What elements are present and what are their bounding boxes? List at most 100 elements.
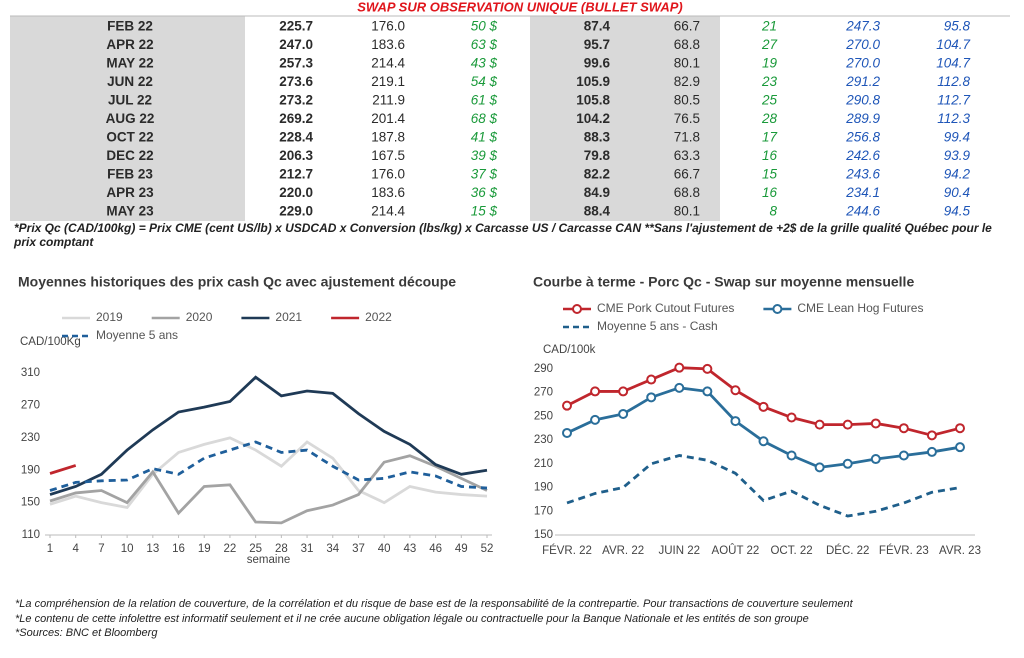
point xyxy=(814,419,825,430)
x-axis-label: semaine xyxy=(247,554,290,566)
chart-title: Courbe à terme - Porc Qc - Swap sur moye… xyxy=(533,274,914,290)
table-cell: 90.4 xyxy=(944,185,970,200)
x-tick-label: 10 xyxy=(121,543,134,555)
table-cell: 88.3 xyxy=(584,130,611,145)
table-title: SWAP SUR OBSERVATION UNIQUE (BULLET SWAP… xyxy=(357,0,683,14)
table-cell: 247.0 xyxy=(279,37,313,52)
table-cell: 104.2 xyxy=(576,111,610,126)
table-cell: 201.4 xyxy=(371,111,405,126)
x-tick-label: 25 xyxy=(249,543,262,555)
table-cell: 220.0 xyxy=(279,185,313,200)
y-tick-label: 310 xyxy=(21,367,40,379)
point xyxy=(618,408,629,419)
table-cell: 39 $ xyxy=(471,148,498,163)
table-cell: 291.2 xyxy=(845,74,880,89)
table-cell: 212.7 xyxy=(279,167,313,182)
y-tick-label: 270 xyxy=(21,400,40,412)
x-tick-label: 43 xyxy=(403,543,416,555)
table-cell: 187.8 xyxy=(371,130,405,145)
y-tick-label: 250 xyxy=(534,410,553,422)
table-cell: 105.8 xyxy=(576,93,610,108)
x-tick-label: 13 xyxy=(146,543,159,555)
series-line xyxy=(49,464,77,475)
table-cell: 8 xyxy=(769,204,777,219)
table-cell: 82.9 xyxy=(674,74,700,89)
table-cell: 247.3 xyxy=(845,19,880,34)
table-cell: 257.3 xyxy=(279,56,313,71)
point xyxy=(562,400,572,411)
series-line xyxy=(49,436,488,510)
table-cell: 76.5 xyxy=(674,111,700,126)
table-cell: 61 $ xyxy=(471,93,498,108)
y-tick-label: 190 xyxy=(21,464,40,476)
table-cell: FEB 23 xyxy=(107,167,153,182)
table-cell: 176.0 xyxy=(371,19,405,34)
table-cell: 80.1 xyxy=(674,204,700,219)
table-cell: 273.2 xyxy=(279,93,313,108)
table-cell: 228.4 xyxy=(279,130,313,145)
table-cell: 176.0 xyxy=(371,167,405,182)
series-line xyxy=(49,440,488,492)
table-cell: 211.9 xyxy=(372,93,405,108)
point xyxy=(786,450,797,461)
point xyxy=(590,414,601,425)
x-tick-label: 22 xyxy=(224,543,237,555)
y-tick-label: 230 xyxy=(21,432,40,444)
table-cell: DEC 22 xyxy=(106,148,153,163)
y-axis-label: CAD/100k xyxy=(543,344,596,356)
table-cell: 15 xyxy=(762,167,778,182)
y-tick-label: 210 xyxy=(534,458,553,470)
x-tick-label: 46 xyxy=(429,543,442,555)
table-cell: 94.5 xyxy=(944,204,971,219)
table-cell: MAY 22 xyxy=(106,56,153,71)
table-cell: 93.9 xyxy=(944,148,971,163)
note: *Sources: BNC et Bloomberg xyxy=(15,627,158,639)
series-line xyxy=(49,375,488,496)
table-cell: 99.6 xyxy=(584,56,611,71)
table-cell: 87.4 xyxy=(584,19,611,34)
x-tick-label: 19 xyxy=(198,543,211,555)
x-tick-label: 4 xyxy=(73,543,80,555)
table-cell: 225.7 xyxy=(279,19,313,34)
table-cell: 242.6 xyxy=(845,148,880,163)
y-axis-label: CAD/100Kg xyxy=(20,336,81,348)
legend-label: 2021 xyxy=(275,310,302,324)
table-cell: 79.8 xyxy=(584,148,611,163)
table-cell: 41 $ xyxy=(471,130,498,145)
table-cell: 270.0 xyxy=(845,37,880,52)
table-cell: 19 xyxy=(762,56,778,71)
note: *Le contenu de cette infolettre est info… xyxy=(15,613,809,625)
table-cell: APR 23 xyxy=(106,185,154,200)
legend-label: CME Pork Cutout Futures xyxy=(597,301,734,315)
x-tick-label: AVR. 23 xyxy=(939,545,981,557)
table-cell: 21 xyxy=(761,19,777,34)
table-cell: 112.7 xyxy=(937,93,970,108)
table-cell: 183.6 xyxy=(371,185,405,200)
table-cell: 104.7 xyxy=(936,56,970,71)
table-cell: 219.1 xyxy=(371,74,405,89)
point xyxy=(898,450,909,461)
point xyxy=(562,427,572,438)
table-cell: 104.7 xyxy=(936,37,970,52)
point xyxy=(955,442,965,453)
table-cell: 243.6 xyxy=(845,167,880,182)
table-cell: 37 $ xyxy=(471,167,498,182)
y-tick-label: 150 xyxy=(534,529,553,541)
table-cell: 183.6 xyxy=(371,37,405,52)
point xyxy=(646,374,657,385)
table-cell: 105.9 xyxy=(576,74,610,89)
table-cell: 94.2 xyxy=(944,167,971,182)
x-tick-label: JUIN 22 xyxy=(659,545,701,557)
table-cell: 88.4 xyxy=(584,204,611,219)
table-cell: 23 xyxy=(761,74,778,89)
table-cell: 84.9 xyxy=(584,185,610,200)
point xyxy=(758,436,769,447)
table-cell: FEB 22 xyxy=(107,19,153,34)
table-cell: 112.3 xyxy=(937,111,970,126)
legend-label: Moyenne 5 ans xyxy=(96,328,178,342)
table-cell: 82.2 xyxy=(584,167,610,182)
point xyxy=(926,446,937,457)
table-cell: 63.3 xyxy=(674,148,700,163)
